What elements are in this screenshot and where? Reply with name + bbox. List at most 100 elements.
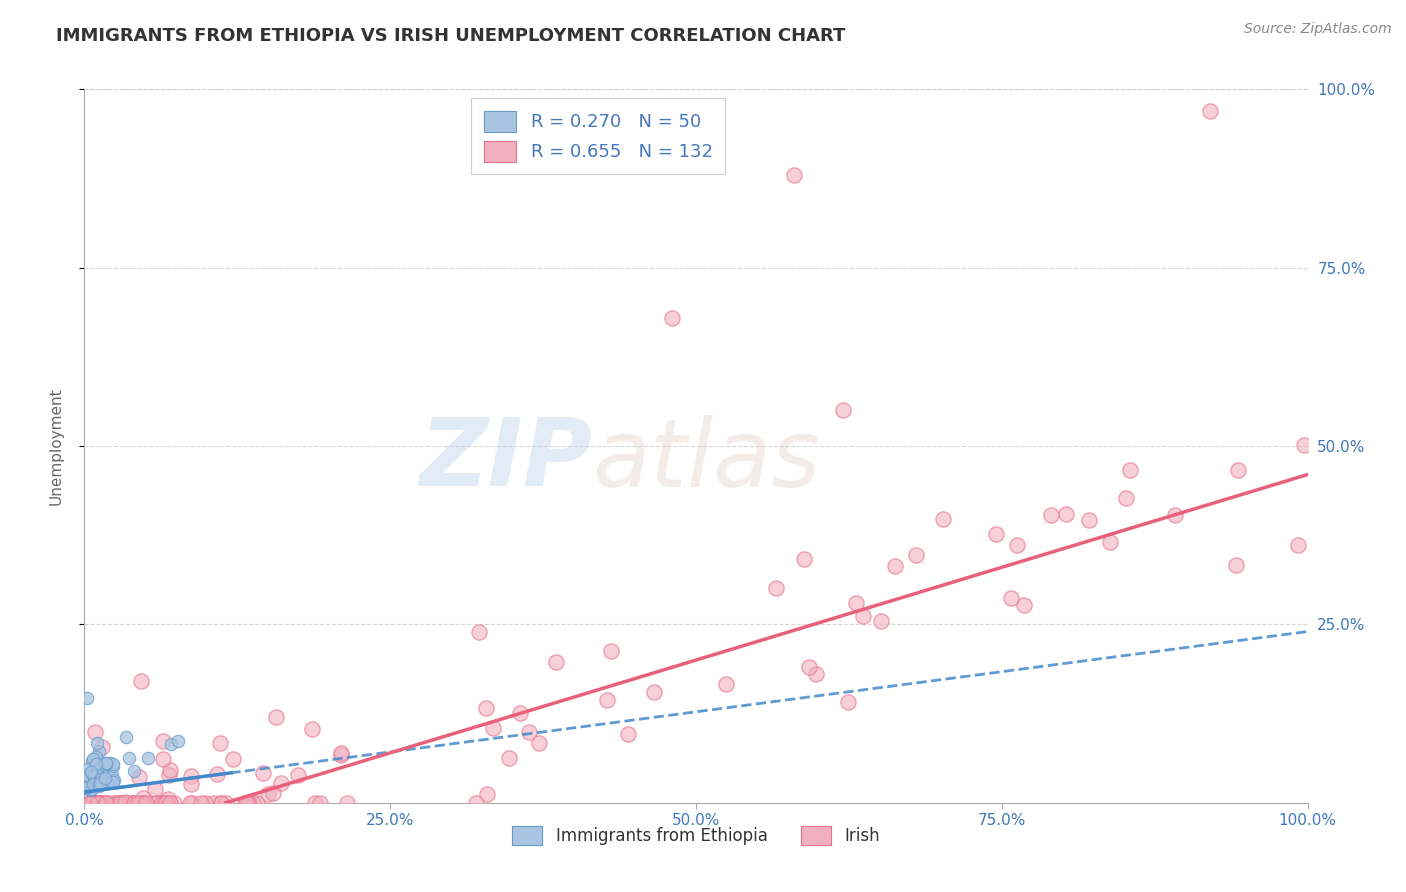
Point <box>498 751 520 765</box>
Point <box>246 796 269 810</box>
Point <box>179 796 201 810</box>
Point <box>77 781 100 796</box>
Point <box>84 725 107 739</box>
Point <box>156 792 179 806</box>
Point <box>475 700 498 714</box>
Point <box>84 796 107 810</box>
Point <box>91 740 114 755</box>
Point <box>87 779 110 793</box>
Point <box>96 796 118 810</box>
Point <box>111 796 134 810</box>
Point <box>304 796 326 810</box>
Point <box>287 768 309 782</box>
Point <box>75 768 97 782</box>
Point <box>159 763 181 777</box>
Point <box>89 772 111 786</box>
Point <box>468 625 491 640</box>
Point <box>1286 538 1309 552</box>
Point <box>238 796 260 810</box>
Point <box>870 614 893 628</box>
Text: IMMIGRANTS FROM ETHIOPIA VS IRISH UNEMPLOYMENT CORRELATION CHART: IMMIGRANTS FROM ETHIOPIA VS IRISH UNEMPL… <box>56 27 845 45</box>
Point <box>152 796 174 810</box>
Point <box>86 774 108 789</box>
Point <box>1012 598 1035 612</box>
Point <box>482 721 505 735</box>
Point <box>145 796 167 810</box>
Point <box>984 527 1007 541</box>
Point <box>135 796 157 810</box>
Point <box>86 768 108 782</box>
Point <box>793 551 815 566</box>
Point <box>115 796 138 810</box>
Point <box>90 796 112 810</box>
Point <box>765 581 787 595</box>
Point <box>145 796 167 810</box>
Point <box>96 756 118 771</box>
Point <box>91 796 114 810</box>
Point <box>86 737 108 751</box>
Point <box>1226 462 1249 476</box>
Point <box>336 796 359 810</box>
Point <box>79 796 101 810</box>
Point <box>852 608 875 623</box>
Point <box>837 694 859 708</box>
Point <box>209 796 232 810</box>
Point <box>127 796 149 810</box>
Point <box>89 776 111 790</box>
Point <box>87 796 110 810</box>
Point <box>180 796 202 810</box>
Point <box>1000 591 1022 605</box>
Point <box>108 796 131 810</box>
Point <box>90 765 112 780</box>
Point <box>330 747 353 761</box>
Point <box>330 748 353 763</box>
Point <box>82 768 104 782</box>
Text: atlas: atlas <box>592 415 820 506</box>
Point <box>115 730 138 744</box>
Point <box>118 751 141 765</box>
Point <box>107 796 129 810</box>
Point <box>600 644 623 658</box>
Point <box>475 788 498 802</box>
Point <box>79 796 101 810</box>
Point <box>155 796 177 810</box>
Point <box>301 722 323 736</box>
Point <box>661 310 683 325</box>
Point <box>931 512 953 526</box>
Point <box>134 796 156 810</box>
Point <box>100 773 122 788</box>
Point <box>1078 513 1101 527</box>
Point <box>129 796 152 810</box>
Point <box>86 796 108 810</box>
Point <box>262 786 284 800</box>
Point <box>209 737 232 751</box>
Point <box>215 796 238 810</box>
Point <box>90 777 112 791</box>
Point <box>529 736 551 750</box>
Point <box>83 769 105 783</box>
Point <box>98 756 121 770</box>
Point <box>87 744 110 758</box>
Point <box>89 772 111 787</box>
Point <box>166 734 188 748</box>
Point <box>136 751 159 765</box>
Point <box>209 796 232 810</box>
Point <box>904 548 927 562</box>
Point <box>96 776 118 790</box>
Point <box>79 782 101 797</box>
Point <box>643 684 665 698</box>
Point <box>716 677 738 691</box>
Point <box>1039 508 1062 522</box>
Point <box>1225 558 1247 572</box>
Point <box>111 796 134 810</box>
Point <box>152 752 174 766</box>
Point <box>1054 508 1077 522</box>
Point <box>150 796 173 810</box>
Point <box>1007 538 1029 552</box>
Point <box>596 692 619 706</box>
Point <box>101 757 124 772</box>
Point <box>84 757 107 772</box>
Point <box>83 764 105 779</box>
Point <box>86 764 108 779</box>
Point <box>544 655 567 669</box>
